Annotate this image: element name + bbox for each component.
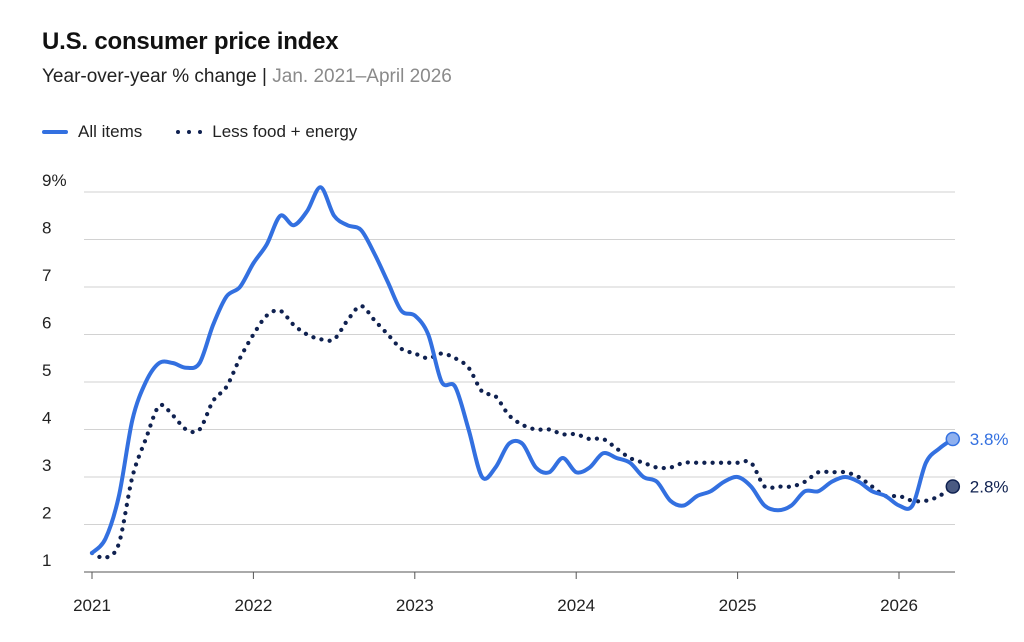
x-tick-label: 2024 <box>557 596 595 615</box>
x-tick-label: 2025 <box>719 596 757 615</box>
y-axis-ticks: 9% 8 7 6 5 4 3 2 1 <box>42 171 67 570</box>
y-tick-label: 2 <box>42 504 51 523</box>
x-tick-label: 2026 <box>880 596 918 615</box>
end-label-all-items: 3.8% <box>970 430 1009 449</box>
legend-label-core: Less food + energy <box>212 122 358 141</box>
series-lines <box>89 185 955 561</box>
subtitle-separator: | <box>262 66 267 87</box>
y-tick-label: 7 <box>42 266 51 285</box>
y-tick-label: 5 <box>42 361 51 380</box>
chart-subtitle: Year-over-year % change | Jan. 2021–Apri… <box>42 66 452 88</box>
legend-swatch-solid <box>42 130 68 134</box>
y-tick-label: 9% <box>42 171 67 190</box>
end-label-core: 2.8% <box>970 478 1009 497</box>
x-axis-ticks: 2021 2022 2023 2024 2025 2026 <box>73 572 918 615</box>
gridlines <box>84 191 955 573</box>
end-marker-core <box>945 479 961 494</box>
y-tick-label: 4 <box>42 409 51 428</box>
x-tick-label: 2022 <box>234 596 272 615</box>
subtitle-measure: Year-over-year % change <box>42 66 257 87</box>
series-line-less-food-energy <box>89 303 955 561</box>
legend-item-core: Less food + energy <box>176 122 357 142</box>
legend-swatch-dotted <box>176 130 203 134</box>
y-tick-label: 8 <box>42 219 51 238</box>
x-tick-label: 2023 <box>396 596 434 615</box>
y-tick-label: 6 <box>42 314 51 333</box>
end-markers: 3.8% 2.8% <box>945 430 1009 497</box>
chart-title: U.S. consumer price index <box>42 28 339 55</box>
legend-label-all-items: All items <box>78 122 143 141</box>
series-line-all-items <box>90 185 955 555</box>
x-tick-label: 2021 <box>73 596 111 615</box>
chart-legend: All items Less food + energy <box>42 122 391 142</box>
y-tick-label: 1 <box>42 551 51 570</box>
end-marker-all-items <box>945 431 961 447</box>
legend-item-all-items: All items <box>42 122 142 142</box>
y-tick-label: 3 <box>42 456 51 475</box>
subtitle-date-range: Jan. 2021–April 2026 <box>272 66 452 87</box>
